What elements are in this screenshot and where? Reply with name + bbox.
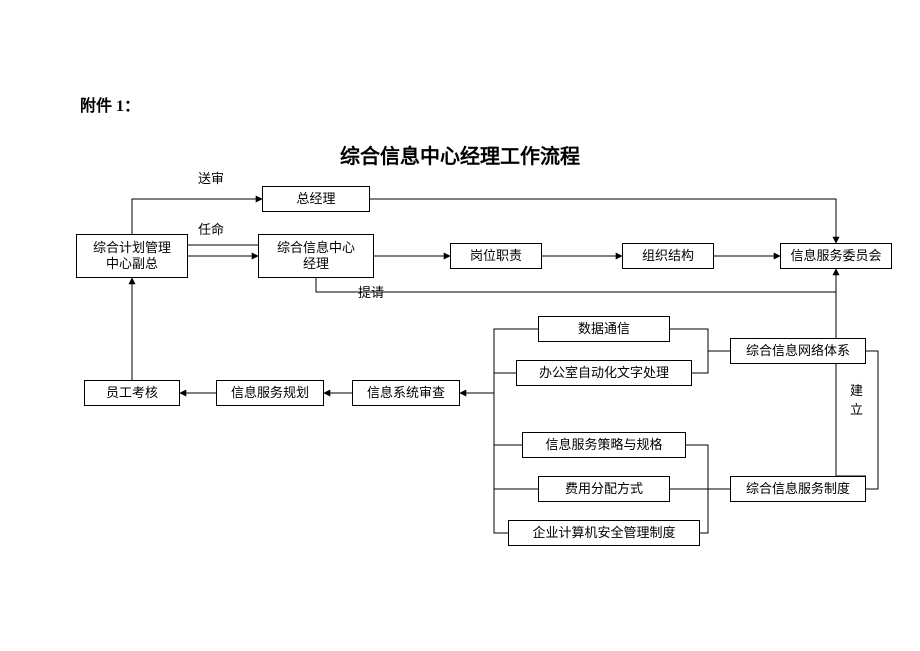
edge-comm_bot	[836, 269, 866, 476]
flowchart-title: 综合信息中心经理工作流程	[310, 140, 610, 169]
node-cost: 费用分配方式	[538, 476, 670, 502]
edge-sec_l	[494, 393, 508, 533]
edge-svcsys_l3	[700, 489, 708, 533]
attachment-heading: 附件 1：	[80, 92, 140, 116]
edge-gm_right	[370, 199, 836, 243]
node-plan: 信息服务规划	[216, 380, 324, 406]
edge-netsys_l	[670, 329, 730, 351]
edge-svcsys_r	[866, 351, 878, 489]
node-assess: 员工考核	[84, 380, 180, 406]
node-netsys: 综合信息网络体系	[730, 338, 866, 364]
edge-mgr_bot	[316, 269, 836, 292]
node-audit: 信息系统审查	[352, 380, 460, 406]
node-gm: 总经理	[262, 186, 370, 212]
node-policy: 信息服务策略与规格	[522, 432, 686, 458]
node-security: 企业计算机安全管理制度	[508, 520, 700, 546]
edge-label-3: 建立	[850, 380, 863, 418]
edge-vp_top	[132, 199, 262, 234]
edge-netsys_l2	[692, 351, 708, 373]
node-comm: 信息服务委员会	[780, 243, 892, 269]
node-vp: 综合计划管理中心副总	[76, 234, 188, 278]
flowchart-canvas: 附件 1： 综合信息中心经理工作流程 总经理综合计划管理中心副总 综合信息中心经理…	[0, 0, 920, 651]
node-duty: 岗位职责	[450, 243, 542, 269]
edge-label-2: 提请	[358, 282, 384, 301]
node-svcsys: 综合信息服务制度	[730, 476, 866, 502]
edge-policy_l	[494, 393, 522, 445]
node-mgr: 综合信息中心经理	[258, 234, 374, 278]
edge-label-1: 任命	[198, 219, 224, 238]
edge-svcsys_l	[686, 445, 730, 489]
node-office: 办公室自动化文字处理	[516, 360, 692, 386]
node-data: 数据通信	[538, 316, 670, 342]
edge-label-0: 送审	[198, 168, 224, 187]
node-org: 组织结构	[622, 243, 714, 269]
